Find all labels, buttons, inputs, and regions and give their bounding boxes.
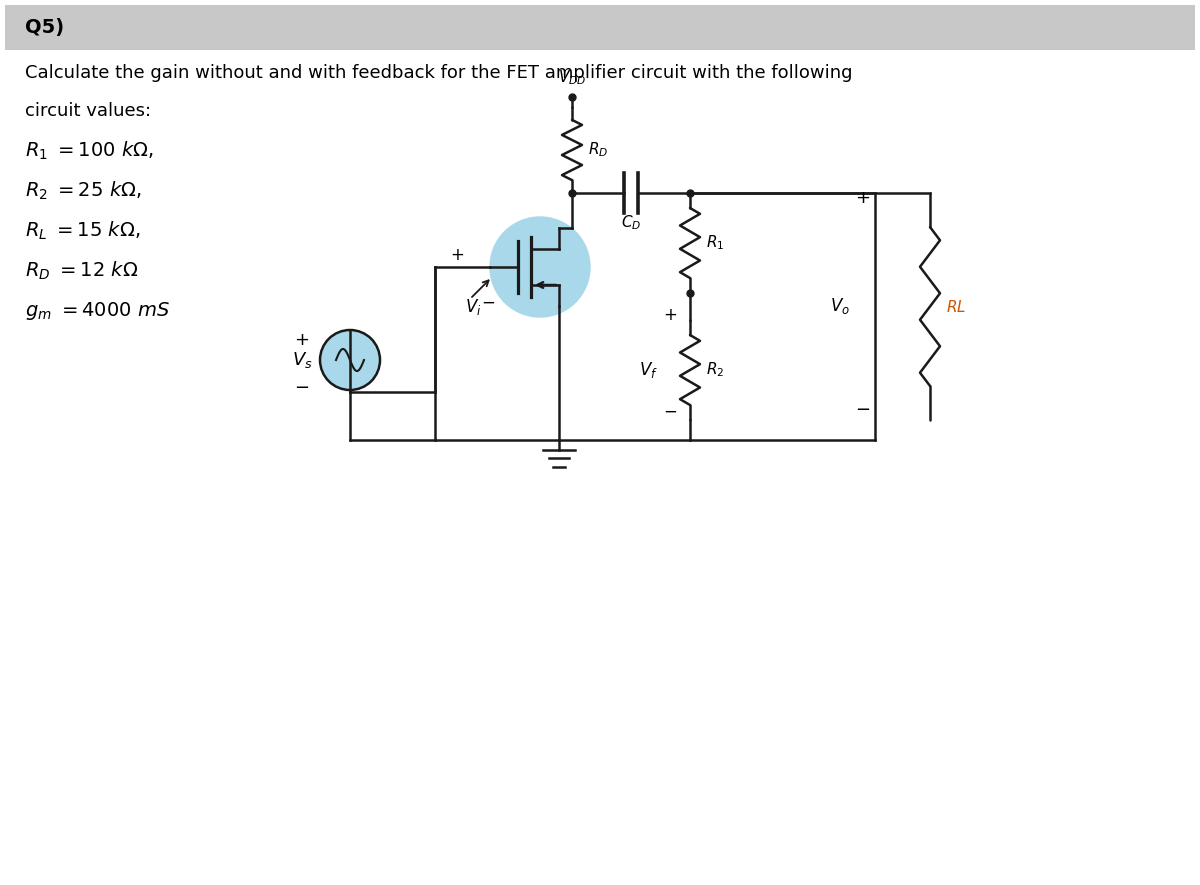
Text: +: + xyxy=(294,331,310,349)
Text: circuit values:: circuit values: xyxy=(25,102,151,120)
Text: $RL$: $RL$ xyxy=(946,298,966,314)
Text: $V_s$: $V_s$ xyxy=(292,350,312,370)
Text: −: − xyxy=(481,294,494,312)
FancyBboxPatch shape xyxy=(5,5,1195,50)
Text: $R_D$ $= 12\ k\Omega$: $R_D$ $= 12\ k\Omega$ xyxy=(25,260,138,282)
Text: $V_{DD}$: $V_{DD}$ xyxy=(558,68,586,87)
Text: Q5): Q5) xyxy=(25,19,64,37)
Text: Calculate the gain without and with feedback for the FET amplifier circuit with : Calculate the gain without and with feed… xyxy=(25,64,852,82)
Text: $R_1$ $= 100\ k\Omega,$: $R_1$ $= 100\ k\Omega,$ xyxy=(25,140,154,162)
Text: $R_L$ $= 15\ k\Omega,$: $R_L$ $= 15\ k\Omega,$ xyxy=(25,219,140,242)
Text: $R_1$: $R_1$ xyxy=(706,234,725,252)
Text: +: + xyxy=(856,189,870,207)
Circle shape xyxy=(320,330,380,390)
Text: −: − xyxy=(856,401,870,419)
Text: $R_D$: $R_D$ xyxy=(588,141,608,159)
Text: +: + xyxy=(664,306,677,324)
Text: +: + xyxy=(450,246,464,264)
Text: $g_m$ $= 4000\ mS$: $g_m$ $= 4000\ mS$ xyxy=(25,300,170,322)
Text: $V_i$: $V_i$ xyxy=(464,297,481,317)
Circle shape xyxy=(490,217,590,317)
Text: −: − xyxy=(294,379,310,397)
Text: $R_2$: $R_2$ xyxy=(706,361,725,380)
Text: $V_f$: $V_f$ xyxy=(638,360,658,380)
Text: −: − xyxy=(664,403,677,421)
Text: $R_2$ $= 25\ k\Omega,$: $R_2$ $= 25\ k\Omega,$ xyxy=(25,180,142,202)
Text: $C_D$: $C_D$ xyxy=(620,213,641,232)
Text: $V_o$: $V_o$ xyxy=(830,296,850,317)
